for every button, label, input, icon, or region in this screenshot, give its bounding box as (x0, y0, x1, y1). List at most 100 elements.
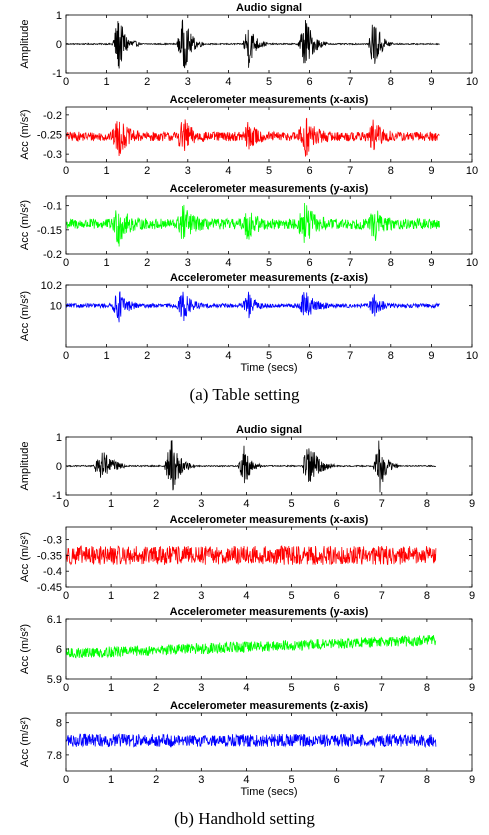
x-tick-label: 8 (424, 498, 430, 510)
chart-title: Accelerometer measurements (z-axis) (170, 272, 368, 284)
chart-panel-7: Accelerometer measurements (y-axis) 0 1 2 3 4… (19, 606, 475, 694)
x-tick-label: 10 (466, 350, 478, 362)
y-tick-label: -0.3 (43, 149, 62, 161)
x-tick-label: 3 (185, 76, 191, 88)
chart-panel-2: Accelerometer measurements (x-axis) 0 1 2 3 4… (19, 94, 478, 177)
y-tick-label: -0.35 (37, 550, 62, 562)
signal-trace (65, 732, 437, 749)
x-tick-label: 2 (153, 774, 159, 786)
x-tick-label: 4 (225, 350, 231, 362)
x-tick-label: 1 (108, 682, 114, 694)
y-tick-label: -1 (52, 68, 62, 80)
x-tick-label: 3 (198, 498, 204, 510)
x-tick-label: 0 (63, 774, 69, 786)
chart-panel-8: Accelerometer measurements (z-axis) 0 1 2 3 4… (19, 700, 475, 798)
y-tick-label: 5.9 (47, 674, 62, 686)
x-tick-label: 10 (466, 76, 478, 88)
x-tick-label: 2 (144, 165, 150, 177)
x-tick-label: 4 (225, 165, 231, 177)
y-axis-label: Acc (m/s²) (19, 109, 31, 159)
caption-table-setting: (a) Table setting (189, 385, 300, 404)
x-tick-label: 5 (266, 76, 272, 88)
x-tick-label: 5 (288, 682, 294, 694)
y-tick-label: 6 (56, 644, 62, 656)
y-tick-label: -0.4 (43, 566, 62, 578)
x-tick-label: 6 (334, 682, 340, 694)
x-tick-label: 5 (266, 257, 272, 269)
y-tick-label: -0.2 (43, 249, 62, 261)
x-tick-label: 7 (347, 76, 353, 88)
y-tick-label: 10 (50, 301, 62, 313)
x-tick-label: 3 (185, 257, 191, 269)
y-tick-label: 6.1 (47, 614, 62, 626)
x-tick-label: 8 (388, 76, 394, 88)
caption-handhold-setting: (b) Handhold setting (174, 809, 315, 828)
x-tick-label: 7 (379, 590, 385, 602)
y-tick-label: 0 (56, 39, 62, 51)
x-tick-label: 3 (198, 682, 204, 694)
y-tick-label: 10.2 (41, 280, 62, 292)
x-tick-label: 7 (379, 498, 385, 510)
y-tick-label: -1 (52, 490, 62, 502)
x-tick-label: 6 (307, 350, 313, 362)
chart-title: Audio signal (236, 424, 302, 436)
x-tick-label: 1 (104, 76, 110, 88)
x-tick-label: 0 (63, 498, 69, 510)
y-axis-label: Acc (m/s²) (19, 532, 31, 582)
chart-title: Audio signal (236, 2, 302, 14)
chart-panel-3: Accelerometer measurements (y-axis) 0 1 2 3 4… (19, 183, 478, 269)
y-tick-label: 1 (56, 10, 62, 22)
x-tick-label: 8 (388, 257, 394, 269)
x-tick-label: 9 (428, 350, 434, 362)
x-tick-label: 0 (63, 590, 69, 602)
x-tick-label: 9 (428, 165, 434, 177)
signal-trace (65, 440, 437, 493)
x-tick-label: 0 (63, 165, 69, 177)
y-tick-label: 8 (56, 718, 62, 730)
x-tick-label: 10 (466, 165, 478, 177)
x-tick-label: 3 (198, 590, 204, 602)
y-tick-label: -0.1 (43, 201, 62, 213)
chart-title: Accelerometer measurements (y-axis) (170, 606, 369, 618)
x-tick-label: 2 (153, 682, 159, 694)
x-tick-label: 8 (388, 350, 394, 362)
x-tick-label: 1 (104, 257, 110, 269)
x-tick-label: 1 (104, 350, 110, 362)
y-tick-label: 1 (56, 432, 62, 444)
signal-trace (65, 19, 440, 69)
x-tick-label: 5 (288, 498, 294, 510)
x-tick-label: 9 (428, 76, 434, 88)
x-tick-label: 7 (347, 257, 353, 269)
y-tick-label: -0.25 (37, 130, 62, 142)
x-axis-label: Time (secs) (240, 786, 297, 798)
x-tick-label: 6 (307, 76, 313, 88)
signal-trace (65, 545, 437, 566)
y-tick-label: -0.15 (37, 225, 62, 237)
chart-panel-6: Accelerometer measurements (x-axis) 0 1 2 3 4… (19, 514, 475, 602)
y-tick-label: -0.2 (43, 110, 62, 122)
x-tick-label: 3 (185, 165, 191, 177)
x-tick-label: 8 (424, 590, 430, 602)
x-tick-label: 9 (428, 257, 434, 269)
x-tick-label: 7 (347, 165, 353, 177)
y-axis-label: Acc (m/s²) (19, 291, 31, 341)
x-tick-label: 2 (144, 350, 150, 362)
x-tick-label: 7 (347, 350, 353, 362)
x-tick-label: 5 (266, 350, 272, 362)
x-tick-label: 6 (307, 165, 313, 177)
x-tick-label: 4 (243, 774, 249, 786)
signal-trace (65, 202, 440, 247)
x-tick-label: 2 (153, 590, 159, 602)
x-tick-label: 8 (424, 774, 430, 786)
x-tick-label: 3 (185, 350, 191, 362)
y-tick-label: -0.45 (37, 582, 62, 594)
plot-area (65, 284, 473, 348)
chart-title: Accelerometer measurements (z-axis) (170, 700, 368, 712)
chart-title: Accelerometer measurements (x-axis) (170, 94, 369, 106)
x-tick-label: 10 (466, 257, 478, 269)
x-tick-label: 9 (469, 682, 475, 694)
x-tick-label: 5 (288, 590, 294, 602)
